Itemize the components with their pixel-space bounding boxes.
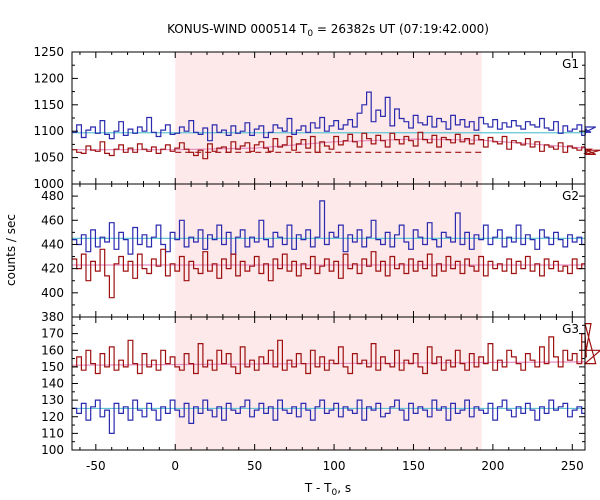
y-axis-label: counts / sec — [4, 214, 18, 286]
y-tick-label: 440 — [41, 237, 64, 251]
x-tick-label: 0 — [171, 459, 179, 473]
y-tick-label: 1000 — [33, 177, 64, 191]
y-tick-label: 1100 — [33, 124, 64, 138]
y-tick-label: 420 — [41, 262, 64, 276]
red-fit-line — [71, 361, 586, 366]
y-tick-label: 400 — [41, 286, 64, 300]
y-tick-label: 120 — [41, 410, 64, 424]
x-tick-label: 250 — [561, 459, 584, 473]
x-tick-label: 100 — [323, 459, 346, 473]
panel-label: G1 — [562, 57, 579, 71]
chart-title-prefix: KONUS-WIND 000514 T — [167, 22, 308, 36]
highlight-band — [175, 184, 482, 317]
y-tick-label: 140 — [41, 377, 64, 391]
x-axis-label: T - T0, s — [304, 481, 351, 498]
chart-title: KONUS-WIND 000514 T0 = 26382s UT (07:19:… — [167, 22, 489, 39]
y-tick-label: 480 — [41, 189, 64, 203]
y-tick-label: 1250 — [33, 45, 64, 59]
blue-series-line — [72, 91, 596, 142]
y-tick-label: 460 — [41, 213, 64, 227]
panel-g1: 1000 1050 1100 1150 1200 1250 G1 — [33, 45, 600, 191]
panel-g2: 380 400 420 440 460 480 G2 — [41, 183, 586, 324]
y-tick-label: 160 — [41, 343, 64, 357]
y-tick-label: 1200 — [33, 71, 64, 85]
blue-series-line — [72, 200, 585, 255]
x-tick-label: 200 — [481, 459, 504, 473]
x-tick-label: 150 — [402, 459, 425, 473]
x-axis-label-suffix: , s — [337, 481, 351, 495]
chart-title-suffix: = 26382s UT (07:19:42.000) — [313, 22, 489, 36]
panel-g3: 100 110 120 130 140 150 160 170 G3 — [41, 316, 600, 457]
panel-label: G2 — [562, 189, 579, 203]
red-series-line — [72, 323, 600, 375]
red-series-line — [72, 248, 585, 299]
blue-series-line — [72, 399, 585, 434]
y-tick-label: 1150 — [33, 98, 64, 112]
red-series-line — [72, 131, 600, 160]
chart-title-subscript: 0 — [307, 29, 313, 39]
x-axis-label-subscript: 0 — [332, 488, 338, 498]
y-tick-label: 100 — [41, 443, 64, 457]
panel-label: G3 — [562, 322, 579, 336]
x-axis-label-prefix: T - T — [304, 481, 332, 495]
panels-group: 1000 1050 1100 1150 1200 1250 G1 380 400 420 440 46… — [33, 45, 600, 457]
x-tick-label: 50 — [247, 459, 262, 473]
y-tick-label: 170 — [41, 327, 64, 341]
y-tick-label: 110 — [41, 426, 64, 440]
y-tick-label: 150 — [41, 360, 64, 374]
highlight-band — [175, 52, 482, 184]
y-tick-label: 1050 — [33, 151, 64, 165]
x-tick-label: -50 — [86, 459, 106, 473]
x-ticks-group: -50 0 50 100 150 200 250 — [86, 459, 584, 473]
highlight-band — [175, 317, 482, 450]
y-tick-label: 380 — [41, 310, 64, 324]
y-tick-label: 130 — [41, 393, 64, 407]
